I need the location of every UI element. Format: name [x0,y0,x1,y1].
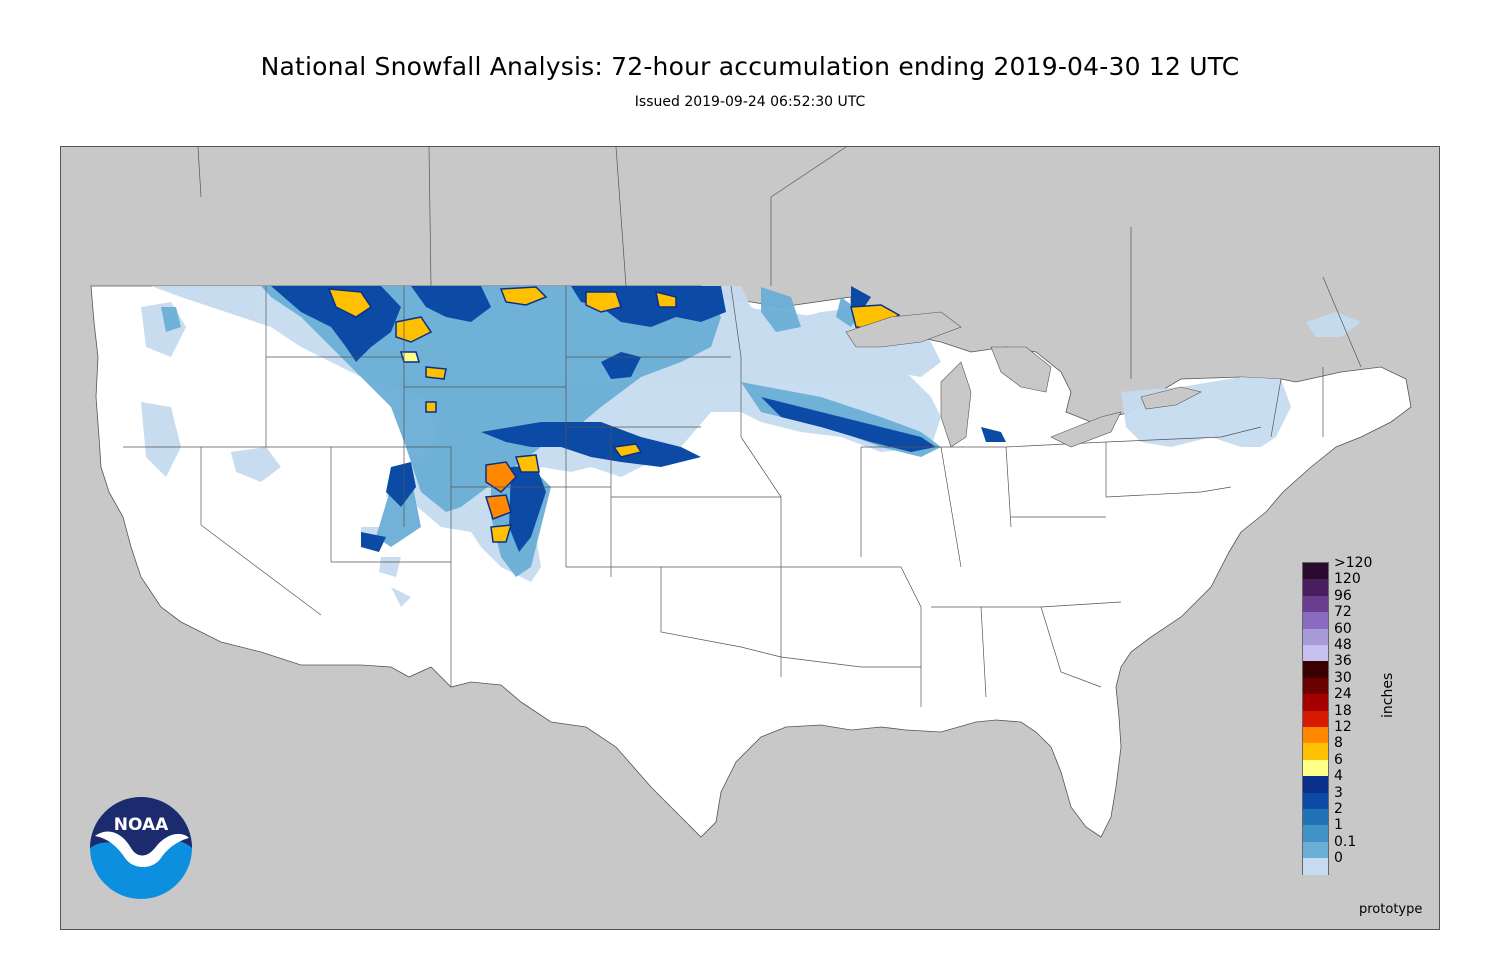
legend-label: 120 [1334,571,1361,588]
issued-subtitle: Issued 2019-09-24 06:52:30 UTC [634,94,866,110]
prototype-note: prototype [1359,902,1423,917]
outer-boundaries [197,147,1362,379]
noaa-logo: NOAA [90,797,192,899]
map-canvas [90,147,1412,838]
legend-label: 30 [1334,669,1352,686]
legend-swatch [1303,841,1328,859]
snow-heavy [271,286,1006,552]
legend-unit-label: inches [1380,672,1396,718]
map-title: National Snowfall Analysis: 72-hour accu… [260,52,1240,81]
legend-swatch [1303,694,1328,712]
legend-label: 6 [1334,751,1343,768]
legend-label: 72 [1334,604,1352,621]
state-boundaries [123,285,1324,707]
noaa-logo-text: NOAA [114,815,169,835]
legend-colorbar [1302,562,1329,876]
legend-swatch [1303,661,1328,679]
legend-swatch [1303,628,1328,646]
legend-swatch [1303,563,1328,580]
snow-extreme [327,286,901,543]
legend-swatch [1303,645,1328,662]
legend-label: 48 [1334,637,1352,653]
great-lakes [845,311,1202,448]
legend-swatch [1303,776,1328,794]
legend-label: 12 [1334,719,1352,735]
legend-swatch [1303,677,1328,695]
legend-swatch [1303,792,1328,810]
legend-label: 0.1 [1334,833,1357,850]
legend-label: 60 [1334,620,1352,637]
legend-label: 24 [1334,686,1352,703]
legend-label: >120 [1334,555,1373,571]
legend-label: 96 [1334,587,1352,604]
legend-swatch [1303,759,1328,777]
legend-swatch [1303,825,1328,843]
legend-label: 36 [1334,653,1352,670]
legend-label: 2 [1334,801,1343,817]
legend-swatch [1303,579,1328,597]
snowfall-map[interactable] [60,146,1440,930]
legend-label: 0 [1334,850,1343,867]
legend-label: 4 [1334,768,1343,785]
legend-label: 3 [1334,784,1343,801]
legend-label: 1 [1334,817,1343,834]
legend-label: 18 [1334,702,1352,719]
legend-swatch [1303,727,1328,744]
legend-swatch [1303,612,1328,630]
legend-swatch [1303,710,1328,728]
legend-swatch [1303,743,1328,761]
legend-swatch [1303,858,1328,876]
legend-label: 8 [1334,735,1343,752]
legend-swatch [1303,595,1328,613]
legend-swatch [1303,809,1328,826]
